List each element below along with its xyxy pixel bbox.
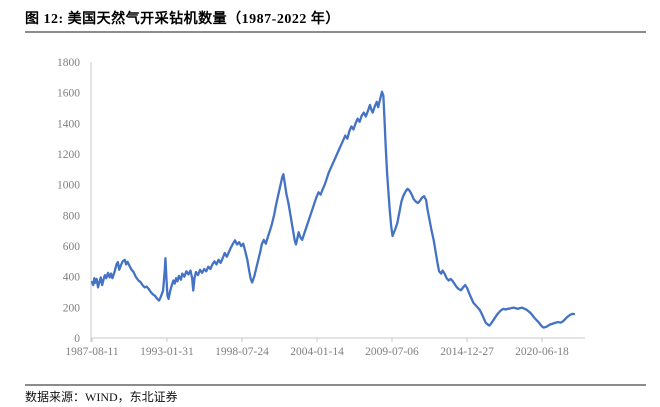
x-axis-tick-label: 1987-08-11 bbox=[65, 346, 118, 358]
y-axis-tick-label: 0 bbox=[74, 333, 80, 345]
footer-divider bbox=[25, 384, 646, 386]
y-axis-tick-label: 200 bbox=[63, 302, 81, 314]
y-axis-tick-label: 1400 bbox=[57, 118, 80, 130]
y-axis-tick-label: 800 bbox=[63, 210, 81, 222]
x-axis-tick-label: 2020-06-18 bbox=[515, 346, 569, 358]
y-axis-tick-label: 600 bbox=[63, 241, 81, 253]
x-axis-tick-label: 1998-07-24 bbox=[215, 346, 269, 358]
x-axis-tick-label: 2004-01-14 bbox=[290, 346, 344, 358]
y-axis-tick-label: 1000 bbox=[57, 180, 80, 192]
x-axis-tick-label: 2009-07-06 bbox=[365, 346, 419, 358]
y-axis-tick-label: 1200 bbox=[57, 149, 80, 161]
y-axis-tick-label: 400 bbox=[63, 272, 81, 284]
x-axis-tick-label: 2014-12-27 bbox=[440, 346, 494, 358]
figure-title: 图 12: 美国天然气开采钻机数量（1987-2022 年） bbox=[25, 12, 340, 27]
x-axis-tick-label: 1993-01-31 bbox=[140, 346, 194, 358]
series-line bbox=[90, 90, 576, 329]
y-axis-tick-label: 1600 bbox=[57, 88, 80, 100]
title-divider bbox=[25, 31, 646, 33]
data-source-note: 数据来源：WIND，东北证券 bbox=[25, 390, 178, 404]
y-axis-tick-label: 1800 bbox=[57, 57, 80, 69]
